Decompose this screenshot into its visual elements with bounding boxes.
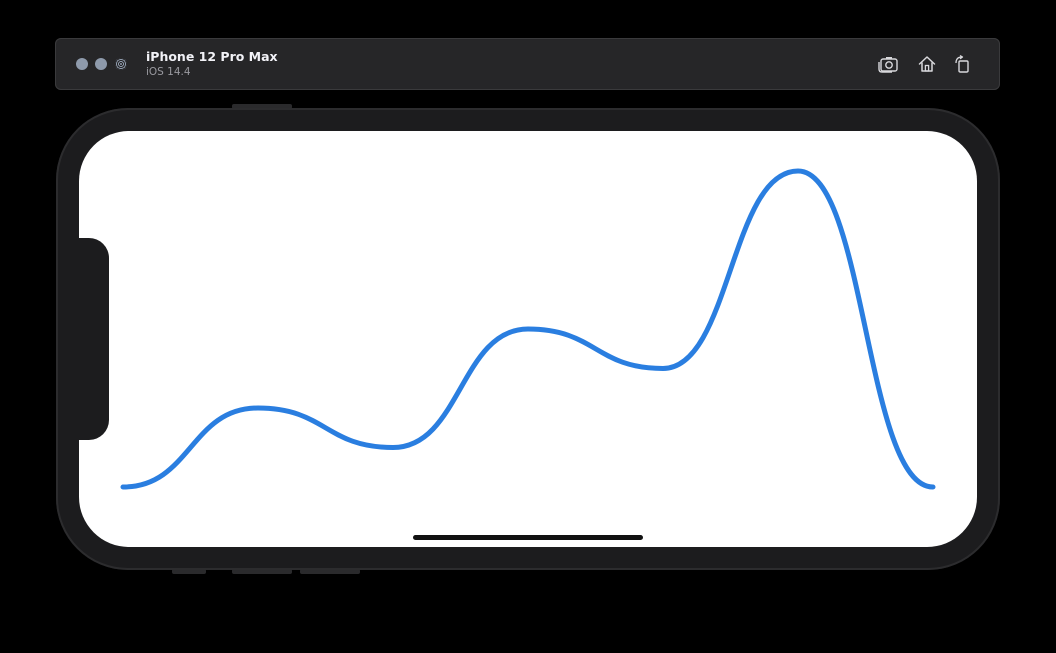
camera-icon: [878, 57, 898, 73]
minimize-button[interactable]: [95, 58, 107, 70]
chart-line: [120, 168, 936, 490]
zoom-button[interactable]: [115, 58, 127, 70]
device-os-version: iOS 14.4: [146, 66, 191, 78]
home-indicator[interactable]: [413, 535, 643, 540]
screenshot-button[interactable]: [876, 52, 900, 76]
device-name: iPhone 12 Pro Max: [146, 49, 278, 64]
volume-down-button: [300, 569, 360, 574]
home-icon: [918, 56, 936, 72]
mute-switch: [172, 569, 206, 574]
action-button: [232, 104, 292, 109]
title-bar[interactable]: iPhone 12 Pro Max iOS 14.4: [55, 38, 1000, 90]
volume-up-button: [232, 569, 292, 574]
device-title: iPhone 12 Pro Max iOS 14.4: [146, 49, 278, 79]
rotate-icon: [955, 54, 969, 73]
camera-notch: [79, 238, 109, 440]
rotate-button[interactable]: [951, 52, 975, 76]
home-button[interactable]: [915, 52, 939, 76]
close-button[interactable]: [76, 58, 88, 70]
